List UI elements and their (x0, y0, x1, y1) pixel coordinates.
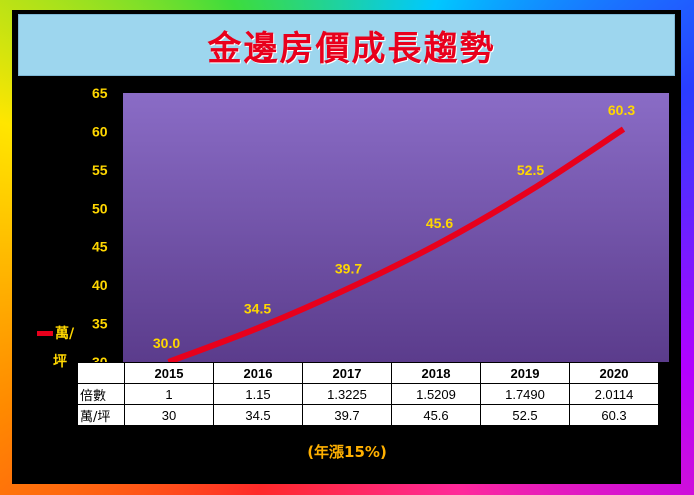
series-line-layer (167, 126, 626, 365)
y-tick-label: 60 (92, 123, 108, 139)
table-cell: 52.5 (480, 404, 570, 426)
table-cell: 1.5209 (391, 383, 481, 405)
y-tick-label: 55 (92, 162, 108, 178)
table-header-cell: 2015 (124, 362, 214, 384)
chart-title: 金邊房價成長趨勢 (207, 28, 496, 69)
table-header-cell: 2019 (480, 362, 570, 384)
data-label: 60.3 (608, 102, 635, 118)
y-tick-label: 35 (92, 316, 108, 332)
legend: 萬/ 坪 (37, 325, 75, 370)
y-tick-label: 40 (92, 277, 108, 293)
table-header-row: 2015 2016 2017 2018 2019 2020 (77, 362, 659, 384)
table-header-cell: 2020 (569, 362, 659, 384)
y-tick-label: 65 (92, 85, 108, 101)
title-bar: 金邊房價成長趨勢 (18, 14, 675, 76)
data-table: 2015 2016 2017 2018 2019 2020 倍數 1 1.15 … (77, 362, 659, 426)
table-row-label: 倍數 (77, 383, 125, 405)
legend-swatch (37, 331, 53, 336)
table-row-label: 萬/坪 (77, 404, 125, 426)
data-label: 39.7 (335, 260, 362, 276)
table-corner-cell (77, 362, 125, 384)
table-header-cell: 2017 (302, 362, 392, 384)
plot-area (123, 93, 669, 362)
table-cell: 2.0114 (569, 383, 659, 405)
table-cell: 34.5 (213, 404, 303, 426)
data-label: 34.5 (244, 300, 271, 316)
y-tick-label: 50 (92, 200, 108, 216)
y-tick-label: 45 (92, 239, 108, 255)
legend-label-line1: 萬/ (55, 325, 75, 342)
data-label-layer: 30.0 34.5 39.7 45.6 52.5 60.3 (153, 102, 635, 351)
table-header-cell: 2018 (391, 362, 481, 384)
table-header-cell: 2016 (213, 362, 303, 384)
data-label: 30.0 (153, 335, 180, 351)
y-axis-ticks: 3035404550556065 (92, 85, 108, 370)
table-cell: 39.7 (302, 404, 392, 426)
table-cell: 1.7490 (480, 383, 570, 405)
legend-label-line2: 坪 (53, 354, 67, 370)
data-label: 52.5 (517, 162, 544, 178)
table-cell: 1.15 (213, 383, 303, 405)
table-cell: 1.3225 (302, 383, 392, 405)
table-cell: 60.3 (569, 404, 659, 426)
series-line (167, 126, 626, 365)
growth-rate-note: (年漲15%) (307, 443, 387, 461)
table-cell: 45.6 (391, 404, 481, 426)
table-row: 倍數 1 1.15 1.3225 1.5209 1.7490 2.0114 (77, 383, 659, 405)
data-label: 45.6 (426, 215, 453, 231)
table-cell: 1 (124, 383, 214, 405)
table-row: 萬/坪 30 34.5 39.7 45.6 52.5 60.3 (77, 404, 659, 426)
table-cell: 30 (124, 404, 214, 426)
